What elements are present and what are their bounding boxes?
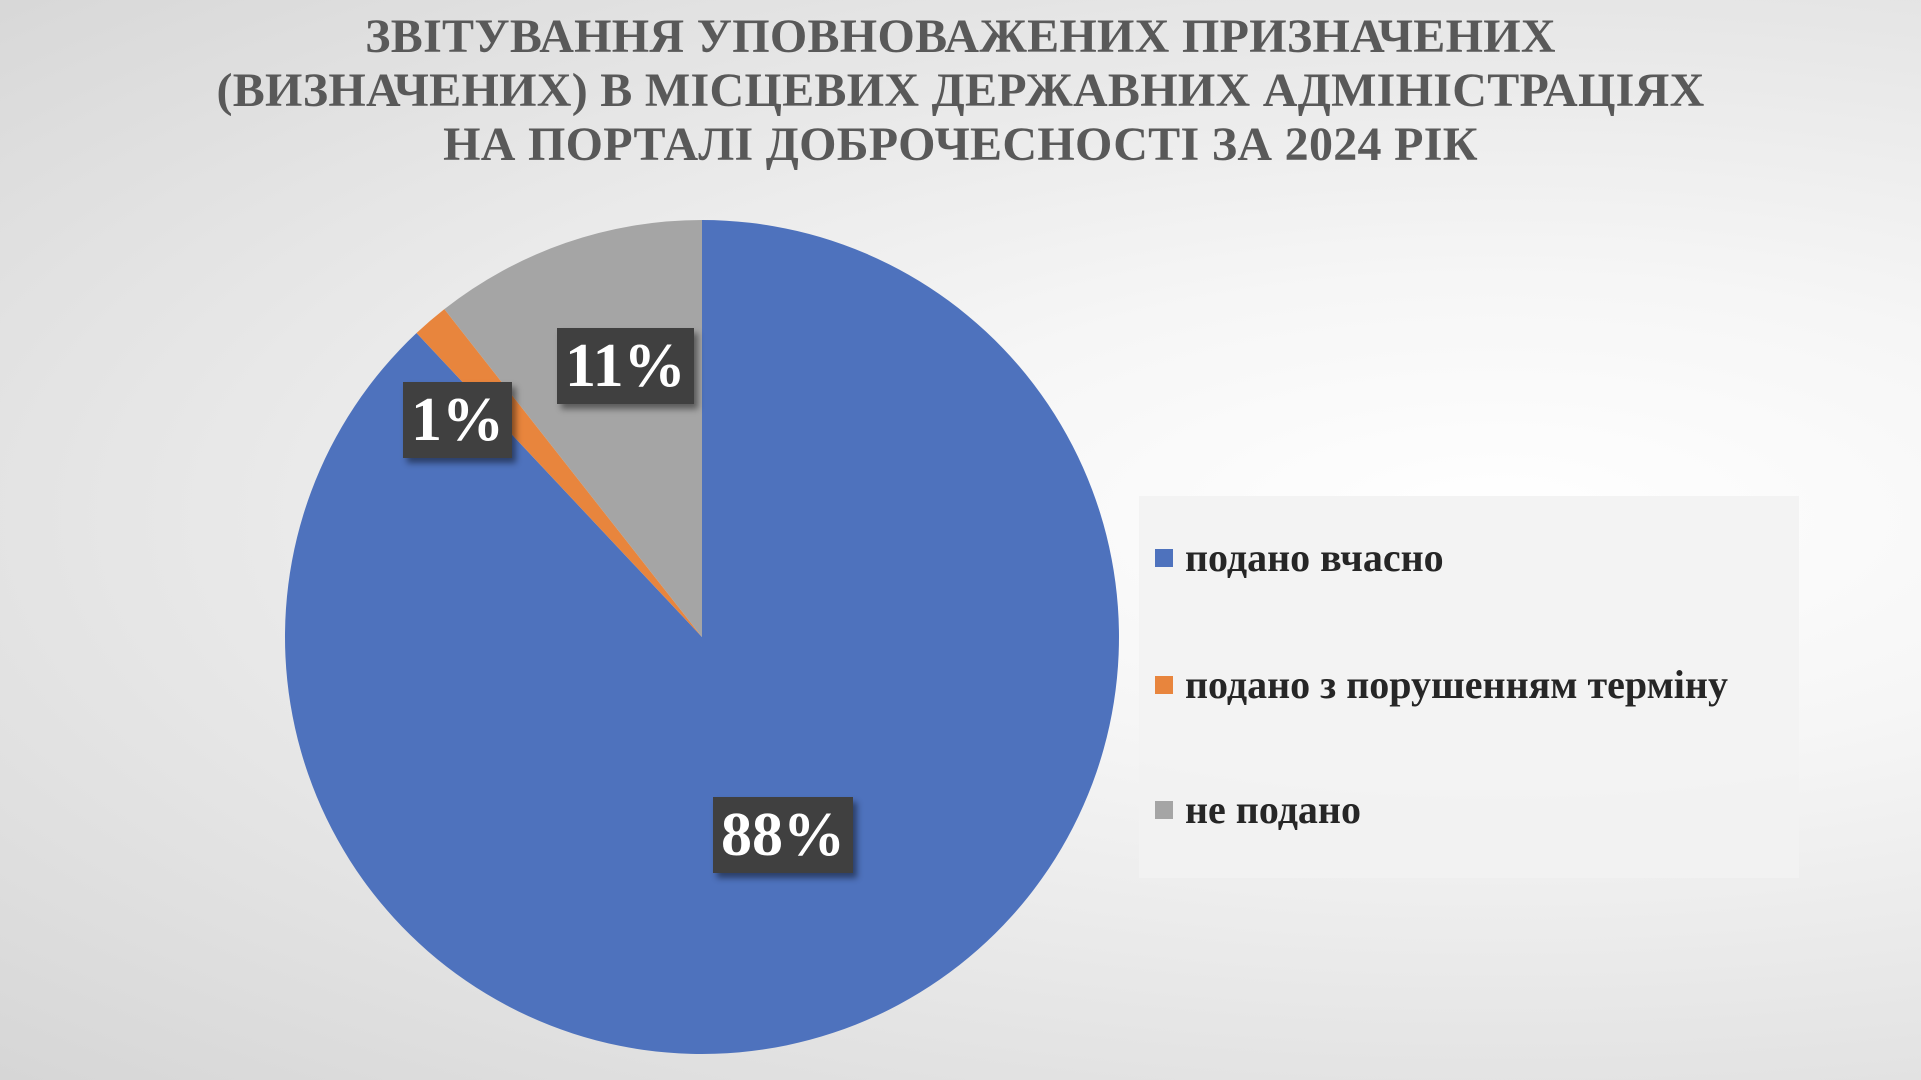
chart-legend: подано вчасно подано з порушенням термін… — [1139, 496, 1799, 878]
legend-swatch-on-time — [1155, 548, 1173, 567]
legend-label-not-submitted: не подано — [1185, 787, 1361, 832]
data-label-not-submitted: 11% — [557, 328, 694, 404]
pie-slice-not-submitted — [444, 220, 702, 637]
data-label-late: 1% — [403, 382, 512, 458]
legend-label-late: подано з порушенням терміну — [1185, 662, 1728, 707]
legend-label-on-time: подано вчасно — [1185, 535, 1444, 580]
legend-item-on-time: подано вчасно — [1155, 534, 1444, 581]
data-label-on-time: 88% — [713, 797, 853, 873]
chart-title-line-3: НА ПОРТАЛІ ДОБРОЧЕСНОСТІ ЗА 2024 РІК — [443, 118, 1478, 171]
legend-swatch-not-submitted — [1155, 800, 1173, 819]
pie-slices — [284, 220, 1119, 1054]
legend-item-late: подано з порушенням терміну — [1155, 661, 1728, 708]
chart-title-line-2: (ВИЗНАЧЕНИХ) В МІСЦЕВИХ ДЕРЖАВНИХ АДМІНІ… — [216, 64, 1705, 117]
chart-title-line-1: ЗВІТУВАННЯ УПОВНОВАЖЕНИХ ПРИЗНАЧЕНИХ — [365, 10, 1556, 63]
legend-item-not-submitted: не подано — [1155, 786, 1361, 833]
chart-title: ЗВІТУВАННЯ УПОВНОВАЖЕНИХ ПРИЗНАЧЕНИХ (ВИ… — [0, 10, 1921, 172]
legend-swatch-late — [1155, 675, 1173, 694]
